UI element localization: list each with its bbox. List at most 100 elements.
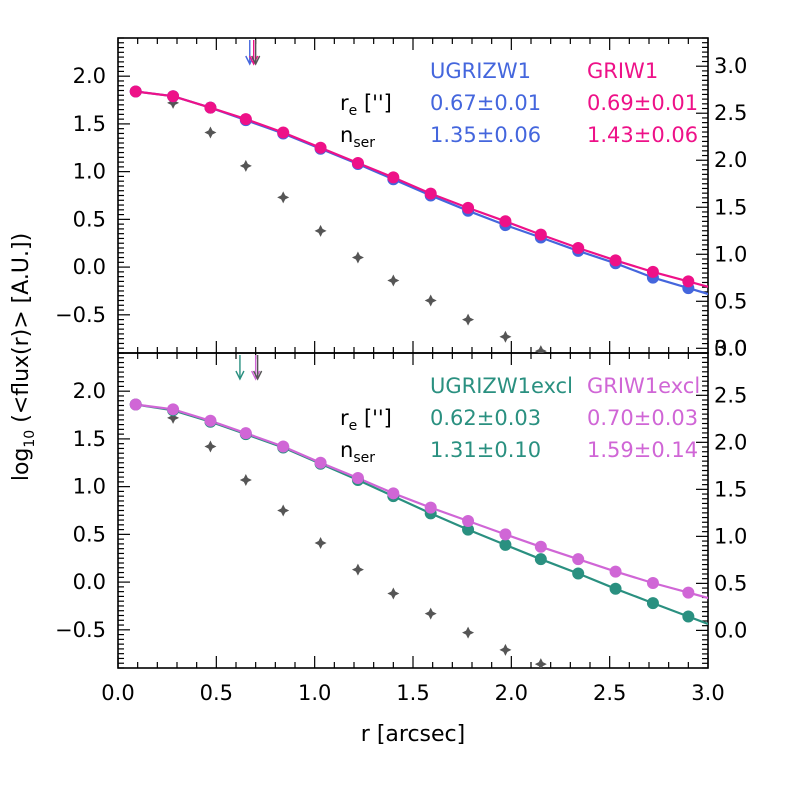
top-legend-col1: UGRIZW1	[430, 59, 531, 83]
top-point-GRIW1	[534, 228, 547, 241]
top-point-GRIW1	[609, 254, 622, 267]
top-psf-point	[462, 313, 475, 326]
x-tick-label: 0.5	[200, 681, 233, 705]
bottom-y-tick-label: 1.0	[73, 475, 106, 499]
bottom-y2-tick-label: 1.5	[714, 477, 747, 501]
y-axis-label: log10 (<flux(r)> [A.U.])	[9, 233, 38, 481]
bottom-y-tick-label: −0.5	[55, 618, 106, 642]
top-y-tick-label: 2.0	[73, 64, 106, 88]
top-point-GRIW1	[682, 275, 695, 288]
bottom-nser-label-n: n	[340, 438, 353, 462]
top-re-value-col1: 0.67±0.01	[430, 91, 541, 115]
bottom-y2-tick-label: 2.0	[714, 430, 747, 454]
top-point-GRIW1	[387, 171, 400, 184]
top-point-GRIW1	[646, 265, 659, 278]
bottom-re-arrow-head	[235, 370, 245, 381]
x-tick-label: 1.0	[298, 681, 331, 705]
bottom-nser-value-col2: 1.59±0.14	[587, 438, 698, 462]
top-nser-label: nser	[340, 123, 375, 151]
bottom-re-label-e: e	[349, 418, 358, 434]
top-y2-tick-label: 0.0	[714, 336, 747, 360]
bottom-re-arrow-head	[253, 370, 263, 381]
x-tick-label: 3.0	[691, 681, 724, 705]
bottom-psf-point	[351, 563, 364, 576]
top-point-GRIW1	[167, 90, 180, 103]
bottom-psf-point	[387, 587, 400, 600]
top-point-GRIW1	[239, 113, 252, 126]
y-axis-label-main: log	[9, 448, 34, 482]
top-y2-tick-label: 2.0	[714, 148, 747, 172]
top-psf-point	[277, 191, 290, 204]
bottom-y2-tick-label: 1.0	[714, 524, 747, 548]
bottom-y-tick-label: 0.5	[73, 522, 106, 546]
bottom-point-UGRIZW1excl	[609, 582, 622, 595]
bottom-point-GRIW1excl	[239, 427, 252, 440]
top-psf-point	[204, 126, 217, 139]
top-re-label-r: r	[340, 91, 349, 115]
top-y-tick-label: 0.5	[73, 207, 106, 231]
bottom-re-label: re ['']	[340, 406, 392, 434]
bottom-y2-tick-label: 2.5	[714, 383, 747, 407]
top-y-tick-label: 0.0	[73, 255, 106, 279]
bottom-nser-label-ser: ser	[353, 450, 375, 466]
bottom-nser-value-col1: 1.31±0.10	[430, 438, 541, 462]
bottom-point-GRIW1excl	[499, 528, 512, 541]
top-point-GRIW1	[129, 85, 142, 98]
bottom-point-GRIW1excl	[609, 565, 622, 578]
x-tick-label: 2.5	[593, 681, 626, 705]
top-nser-value-col1: 1.35±0.06	[430, 123, 541, 147]
top-re-label-e: e	[349, 103, 358, 119]
bottom-point-GRIW1excl	[387, 487, 400, 500]
top-re-label-unit: ['']	[357, 91, 392, 115]
bottom-point-GRIW1excl	[167, 403, 180, 416]
bottom-re-label-unit: ['']	[357, 406, 392, 430]
bottom-nser-label: nser	[340, 438, 375, 466]
top-y-tick-label: −0.5	[55, 303, 106, 327]
top-nser-value-col2: 1.43±0.06	[587, 123, 698, 147]
top-y2-tick-label: 0.5	[714, 289, 747, 313]
bottom-panel-frame	[117, 352, 709, 669]
top-panel-frame	[117, 37, 709, 354]
top-point-GRIW1	[314, 141, 327, 154]
bottom-y2-tick-label: 3.0	[714, 336, 747, 360]
bottom-y2-tick-label: 0.5	[714, 571, 747, 595]
bottom-point-UGRIZW1excl	[499, 538, 512, 551]
top-psf-point	[167, 96, 180, 109]
bottom-psf-point	[277, 504, 290, 517]
bottom-y-tick-label: 1.5	[73, 427, 106, 451]
bottom-psf-point	[499, 643, 512, 656]
top-psf-point	[387, 274, 400, 287]
x-tick-label: 0.0	[101, 681, 134, 705]
top-re-label: re ['']	[340, 91, 392, 119]
y-axis-label-rest: (<flux(r)> [A.U.])	[9, 233, 34, 430]
top-y-tick-label: 1.5	[73, 112, 106, 136]
bottom-y2-tick-label: 0.0	[714, 618, 747, 642]
bottom-psf-point	[314, 536, 327, 549]
bottom-y-tick-label: 2.0	[73, 379, 106, 403]
top-psf-point	[424, 294, 437, 307]
bottom-point-UGRIZW1excl	[646, 597, 659, 610]
bottom-re-label-r: r	[340, 406, 349, 430]
top-marks-group	[129, 85, 708, 353]
top-nser-label-ser: ser	[353, 135, 375, 151]
top-psf-point	[499, 330, 512, 343]
bottom-point-GRIW1excl	[682, 586, 695, 599]
axis-ticks	[117, 37, 709, 669]
bottom-psf-point	[534, 658, 547, 668]
top-y2-tick-label: 3.0	[714, 54, 747, 78]
top-y2-tick-label: 1.5	[714, 195, 747, 219]
bottom-legend-col1: UGRIZW1excl	[430, 374, 573, 398]
top-point-GRIW1	[572, 242, 585, 254]
bottom-point-GRIW1excl	[572, 553, 585, 566]
bottom-point-GRIW1excl	[129, 398, 142, 411]
bottom-point-UGRIZW1excl	[682, 610, 695, 623]
bottom-marks-group	[129, 398, 708, 668]
bottom-y-tick-label: 0.0	[73, 570, 106, 594]
bottom-point-GRIW1excl	[277, 440, 290, 453]
top-y2-tick-label: 1.0	[714, 242, 747, 266]
data-marks	[129, 85, 708, 668]
top-point-GRIW1	[351, 157, 364, 170]
top-re-arrow-head	[251, 55, 261, 66]
bottom-point-GRIW1excl	[351, 472, 364, 485]
